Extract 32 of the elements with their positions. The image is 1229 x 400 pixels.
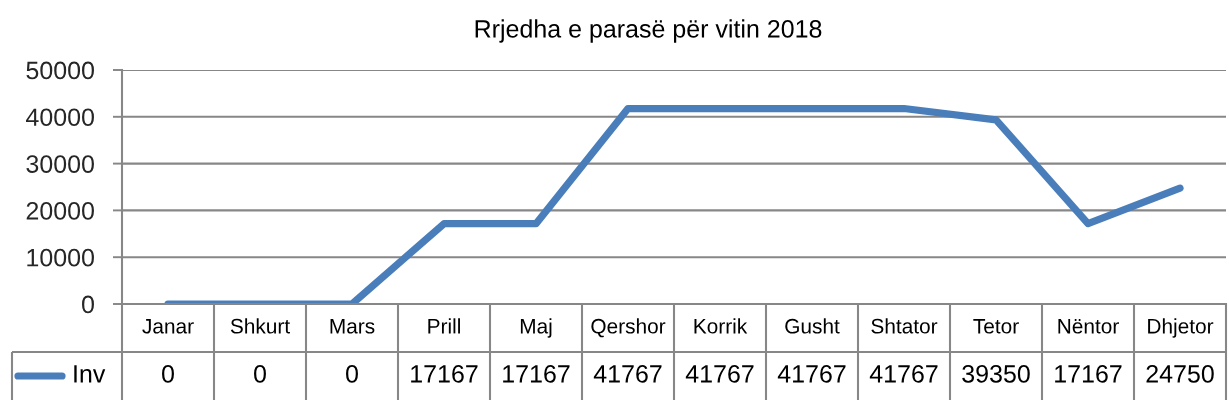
data-label: 17167 <box>503 365 570 383</box>
x-tick-label: Prill <box>428 318 460 334</box>
y-tick-label: 10000 <box>27 248 94 267</box>
legend-label: Inv <box>74 365 106 383</box>
data-label: 17167 <box>1055 365 1122 383</box>
y-tick-label: 20000 <box>26 202 94 220</box>
data-label: 41767 <box>869 365 938 383</box>
y-tick-label: 30000 <box>26 155 94 173</box>
y-tick-label: 40000 <box>26 108 94 127</box>
x-tick-label: Shtator <box>871 318 938 334</box>
x-tick-label: Gusht <box>785 318 840 334</box>
y-tick-label: 0 <box>82 295 94 314</box>
x-tick-label: Shkurt <box>230 318 290 334</box>
x-tick-label: Korrik <box>694 318 748 334</box>
data-label: 0 <box>162 365 174 383</box>
data-label: 17167 <box>411 365 478 383</box>
x-tick-label: Nëntor <box>1058 319 1119 334</box>
data-label: 39350 <box>962 365 1030 383</box>
data-label: 0 <box>254 365 266 383</box>
y-tick-label: 50000 <box>26 61 94 80</box>
x-tick-label: Janar <box>142 319 194 334</box>
data-label: 24750 <box>1146 365 1214 383</box>
x-tick-label: Qershor <box>591 318 666 338</box>
x-tick-label: Mars <box>330 319 375 334</box>
chart-title: Rrjedha e parasë për vitin 2018 <box>475 19 822 43</box>
x-tick-label: Dhjetor <box>1148 318 1214 338</box>
x-tick-label: Tetor <box>973 319 1019 334</box>
data-label: 41767 <box>593 365 662 383</box>
x-tick-label: Maj <box>520 318 552 338</box>
data-label: 41767 <box>685 365 754 383</box>
data-label: 41767 <box>777 365 846 383</box>
data-label: 0 <box>346 365 358 383</box>
